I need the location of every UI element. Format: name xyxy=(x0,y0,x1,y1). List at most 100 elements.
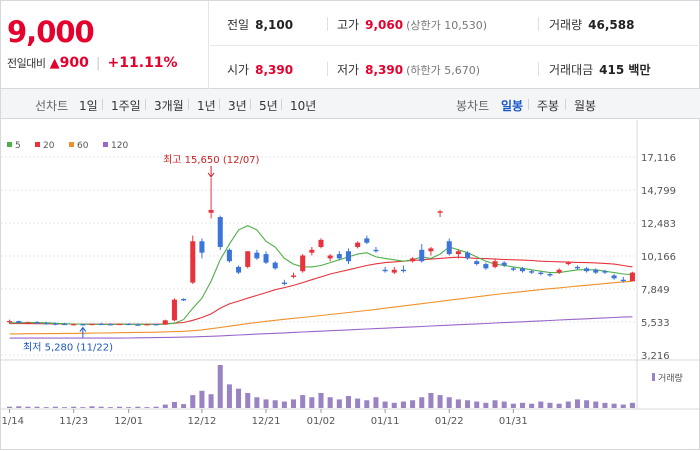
volume-bar xyxy=(345,395,351,408)
volume-bar xyxy=(510,403,516,408)
candle-body xyxy=(629,272,635,282)
volume-bar xyxy=(428,392,434,408)
volume-bar xyxy=(556,403,562,408)
volume-bar xyxy=(391,402,397,408)
candle-body xyxy=(519,268,526,272)
candle-body xyxy=(410,258,416,262)
candle-body xyxy=(565,262,571,265)
volume-bar xyxy=(126,407,132,408)
min-price-annotation: 최저 5,280 (11/22) xyxy=(23,342,113,354)
monthly-candle-button[interactable]: 월봉 xyxy=(574,99,597,113)
volume-bar xyxy=(565,401,571,408)
volume-bar xyxy=(7,406,13,408)
candle-body xyxy=(620,279,626,282)
volume-bar xyxy=(116,406,123,408)
volume-bar xyxy=(602,402,608,408)
volume-bar xyxy=(171,401,177,408)
candle-body xyxy=(455,251,461,255)
candle-body xyxy=(419,249,425,262)
ma5-line xyxy=(9,224,633,326)
y-tick-label: 3,216 xyxy=(641,351,670,362)
candle-body xyxy=(364,238,370,243)
open-value: 8,390 xyxy=(255,63,294,77)
candle-body xyxy=(135,324,141,326)
volume-bar xyxy=(547,402,553,408)
period-1y-button[interactable]: 1년 xyxy=(197,99,216,113)
candle-chart-label: 봉차트 xyxy=(456,99,490,113)
candle-body xyxy=(89,323,95,326)
volume-bar xyxy=(25,406,31,408)
candle-body xyxy=(153,324,159,326)
divider xyxy=(538,17,539,31)
volume-bar xyxy=(373,397,379,408)
high-stat: 고가 9,060 (상한가 10,530) xyxy=(337,16,487,33)
x-tick-label: 01/02 xyxy=(307,416,336,427)
volume-stat: 거래량 46,588 xyxy=(549,16,634,33)
volume-bar xyxy=(34,406,40,408)
legend-swatch xyxy=(7,142,12,147)
candle-body xyxy=(291,275,297,277)
candle-body xyxy=(300,255,306,272)
chart-toolbar: 선차트 1일 1주일 3개월 1년 3년 5년 10년 봉차트 일봉 주봉 월봉 xyxy=(1,89,700,119)
volume-bar xyxy=(52,406,58,408)
weekly-candle-button[interactable]: 주봉 xyxy=(537,99,560,113)
prev-close-value: 8,100 xyxy=(255,18,294,32)
volume-bar xyxy=(217,365,223,408)
period-1d-button[interactable]: 1일 xyxy=(79,99,98,113)
min-arrow-head xyxy=(79,326,87,332)
volume-bar xyxy=(400,401,406,408)
open-label: 시가 xyxy=(227,63,250,77)
stats-row-divider xyxy=(210,45,700,46)
toolbar-divider xyxy=(219,99,220,110)
legend-label: 5 xyxy=(15,141,21,151)
max-arrow-head xyxy=(207,172,215,178)
candle-body xyxy=(336,254,342,259)
current-price-box: 9,000 전일대비 ▲900 | +11.11% xyxy=(1,1,209,89)
volume-bar xyxy=(309,397,315,408)
high-value: 9,060 xyxy=(365,18,404,32)
toolbar-divider xyxy=(102,99,103,110)
volume-bar xyxy=(62,407,68,408)
candle-body xyxy=(107,324,113,326)
candle-body xyxy=(574,266,580,269)
volume-bar xyxy=(327,397,333,408)
upper-limit: (상한가 10,530) xyxy=(406,19,487,32)
candle-body xyxy=(355,242,361,247)
prev-close-label: 전일 xyxy=(227,18,250,32)
volume-bar xyxy=(226,384,232,408)
candle-body xyxy=(126,323,132,326)
candle-body xyxy=(226,249,232,262)
volume-bar xyxy=(611,403,617,408)
daily-candle-button[interactable]: 일봉 xyxy=(501,99,524,113)
candle-body xyxy=(62,323,68,326)
candle-body xyxy=(428,248,434,252)
volume-bar xyxy=(620,404,626,408)
candle-body xyxy=(501,262,507,266)
trade-value-label: 거래대금 xyxy=(549,63,594,77)
y-tick-label: 14,799 xyxy=(641,186,676,197)
price-chart: 5 20 60 120 17,116 14,799 12,483 10,166 7,849 5,5… xyxy=(1,120,700,427)
candle-body xyxy=(190,241,196,283)
candle-body xyxy=(446,241,452,255)
candle-body xyxy=(538,272,544,275)
period-10y-button[interactable]: 10년 xyxy=(290,99,317,113)
legend-swatch xyxy=(69,142,74,147)
volume-legend-label: 거래량 xyxy=(658,372,683,384)
volume-bar xyxy=(574,399,580,408)
x-tick-label: 01/11 xyxy=(371,416,400,427)
candle-body xyxy=(373,249,379,252)
period-1w-button[interactable]: 1주일 xyxy=(111,99,141,113)
line-chart-label: 선차트 xyxy=(35,99,69,113)
volume-bar xyxy=(318,392,324,408)
volume-bar xyxy=(181,404,187,408)
volume-bar xyxy=(208,394,214,408)
volume-bar xyxy=(71,406,77,408)
period-5y-button[interactable]: 5년 xyxy=(259,99,278,113)
period-3y-button[interactable]: 3년 xyxy=(228,99,247,113)
volume-bar xyxy=(43,407,49,408)
y-tick-label: 17,116 xyxy=(641,153,676,164)
volume-bar xyxy=(272,400,278,408)
candle-body xyxy=(584,268,590,272)
period-3m-button[interactable]: 3개월 xyxy=(154,99,184,113)
candle-body xyxy=(52,323,58,325)
